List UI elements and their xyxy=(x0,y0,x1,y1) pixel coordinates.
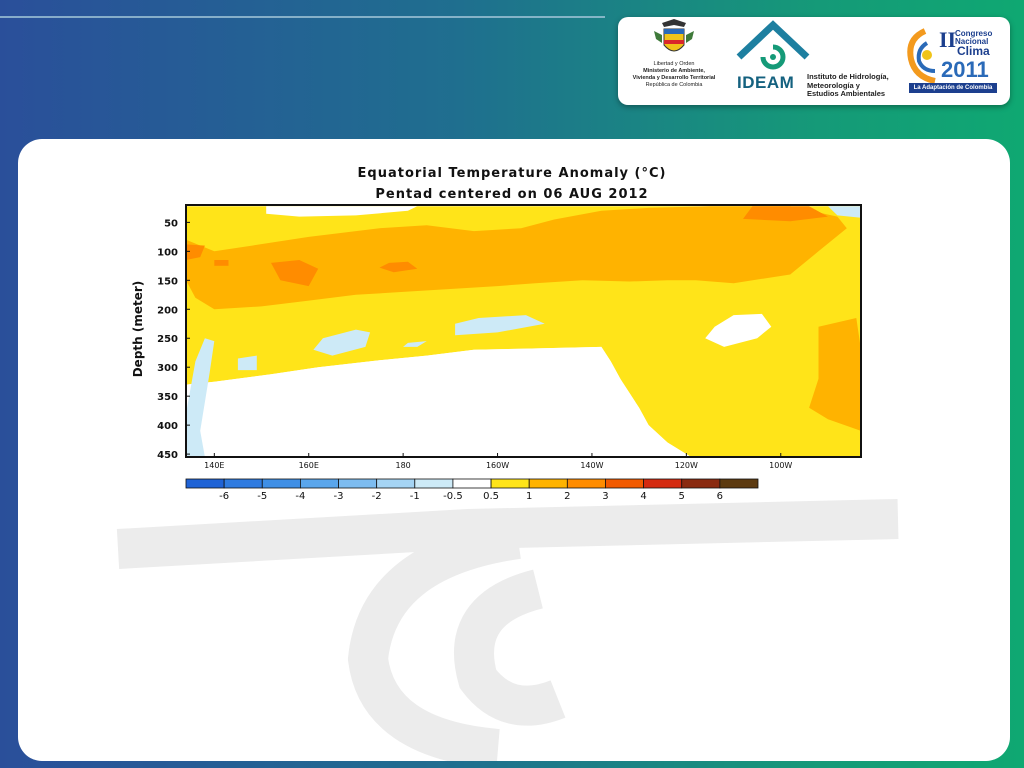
congreso-swirl-icon xyxy=(907,28,936,84)
ideam-watermark-icon xyxy=(116,499,899,761)
ministerio-logo: Libertad y Orden Ministerio de Ambiente,… xyxy=(618,17,730,105)
logo-panel: Libertad y Orden Ministerio de Ambiente,… xyxy=(618,17,1010,105)
congreso-nacional: Nacional xyxy=(955,37,989,46)
colombia-coat-of-arms-icon xyxy=(654,19,694,52)
congreso-logo: II Congreso Nacional Clima 2011 La Adapt… xyxy=(903,17,1007,105)
ideam-logo: IDEAM Instituto de Hidrología, Meteorolo… xyxy=(733,17,903,105)
ideam-subtitle: Instituto de Hidrología, Meteorología y … xyxy=(807,72,903,99)
content-card xyxy=(18,139,1010,761)
y-axis-label: Depth (meter) xyxy=(131,280,145,378)
ideam-name: IDEAM xyxy=(737,73,795,92)
ideam-subtitle-line-2: Meteorología y xyxy=(807,80,860,90)
ministerio-line-4: República de Colombia xyxy=(645,82,703,88)
chart-title: Equatorial Temperature Anomaly (°C) xyxy=(357,166,667,181)
congreso-numeral: II xyxy=(939,27,957,52)
ideam-house-icon xyxy=(736,20,810,70)
congreso-clima: Clima xyxy=(957,44,990,58)
ministerio-line-3: Vivienda y Desarrollo Territorial xyxy=(632,75,716,81)
ministerio-line-2: Ministerio de Ambiente, xyxy=(643,68,705,74)
congreso-tagline: La Adaptación de Colombia xyxy=(909,83,997,93)
ideam-subtitle-line-3: Estudios Ambientales xyxy=(807,89,886,98)
congreso-year: 2011 xyxy=(941,57,989,82)
congreso-word: Congreso xyxy=(955,29,993,38)
ideam-subtitle-line-1: Instituto de Hidrología, xyxy=(807,72,889,81)
chart-subtitle: Pentad centered on 06 AUG 2012 xyxy=(375,187,649,202)
header-divider-line xyxy=(0,16,605,18)
ministerio-line-1: Libertad y Orden xyxy=(653,61,695,67)
